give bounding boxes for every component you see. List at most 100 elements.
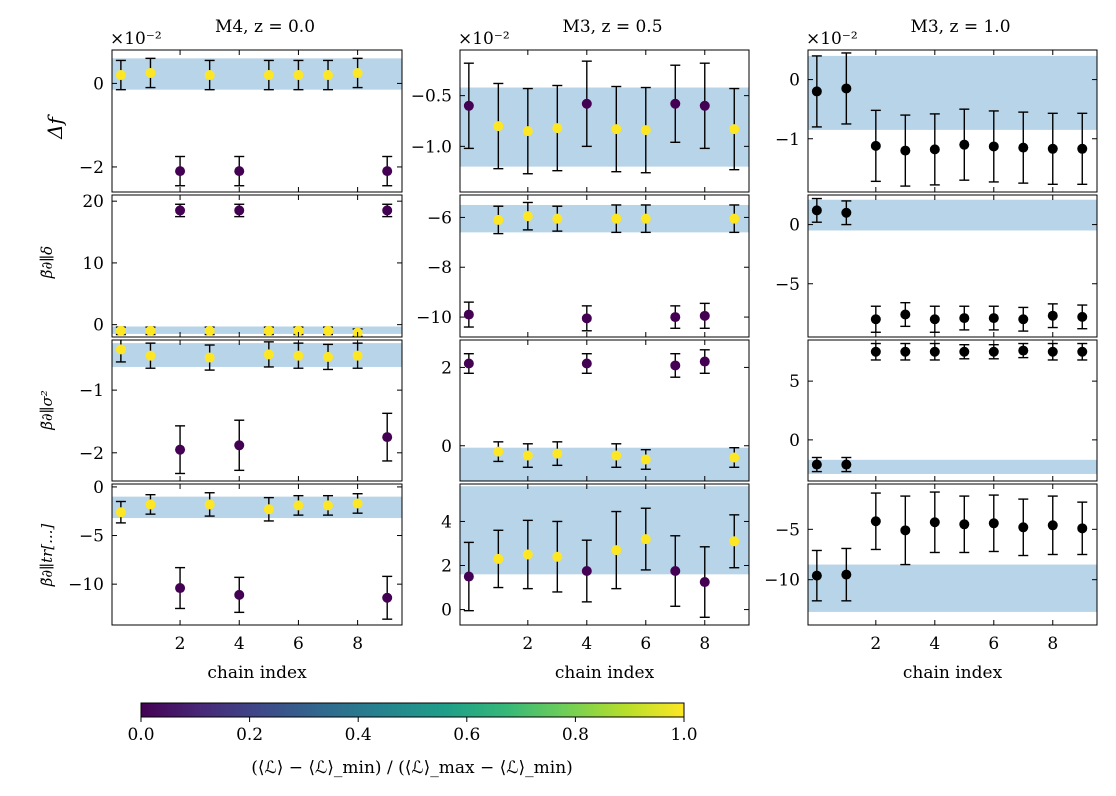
- data-point-3: [552, 213, 563, 224]
- colorbar-tick-label: 1.0: [670, 725, 697, 745]
- data-point-4: [234, 589, 245, 600]
- data-points: [115, 57, 393, 187]
- data-point-7: [323, 70, 334, 81]
- data-point-0: [463, 100, 474, 111]
- data-point-6: [640, 213, 651, 224]
- data-point-4: [929, 314, 940, 325]
- data-points: [463, 60, 740, 175]
- data-point-2: [522, 211, 533, 222]
- panel-title: M3, z = 0.5: [562, 17, 662, 37]
- y-tick-label: 0: [789, 431, 800, 451]
- y-tick-label: 0: [441, 437, 452, 457]
- axes-frame: [111, 483, 403, 626]
- panel-r0-c2: 0 −1 M3, z = 1.0 ×10⁻²: [775, 17, 1098, 193]
- confidence-band: [808, 199, 1097, 231]
- row-label-delta-f: Δf: [43, 113, 67, 139]
- data-point-8: [1047, 143, 1058, 154]
- data-point-2: [870, 516, 881, 527]
- data-point-0: [811, 570, 822, 581]
- data-point-3: [204, 325, 215, 336]
- data-point-9: [1077, 346, 1088, 357]
- data-point-2: [522, 450, 533, 461]
- data-point-2: [870, 140, 881, 151]
- panel-r3-c0: 2 4 6 8 0 −5 −10 chain index: [68, 478, 403, 683]
- y-tick-label: −0.5: [411, 87, 452, 107]
- colorbar-tick-label: 0.6: [453, 725, 480, 745]
- data-point-6: [640, 534, 651, 545]
- data-point-8: [699, 100, 710, 111]
- data-point-1: [145, 67, 156, 78]
- axes-frame: [807, 194, 1098, 338]
- data-point-0: [811, 86, 822, 97]
- colorbar-gradient: [140, 702, 685, 718]
- data-point-3: [552, 551, 563, 562]
- y-tick-label: 4: [441, 512, 452, 532]
- confidence-band: [460, 204, 749, 233]
- data-point-0: [115, 325, 126, 336]
- data-points: [811, 342, 1088, 473]
- data-point-9: [382, 166, 393, 177]
- y-tick-label: −10: [68, 575, 104, 595]
- row-label-beta-tr: β̃∂∥tr[...]: [38, 524, 56, 588]
- colorbar-label: (⟨ℒ⟩ − ⟨ℒ⟩_min) / (⟨ℒ⟩_max − ⟨ℒ⟩_min): [251, 758, 573, 778]
- scale-factor-label: ×10⁻²: [458, 29, 510, 49]
- data-point-7: [1018, 522, 1029, 533]
- colorbar-tick-label: 0.8: [562, 725, 589, 745]
- data-point-0: [115, 507, 126, 518]
- y-tick-label: −1: [775, 130, 800, 150]
- data-point-3: [900, 309, 911, 320]
- data-point-1: [841, 459, 852, 470]
- y-tick-label: 10: [82, 254, 104, 274]
- panel-r3-c2: 2 4 6 8 −5 −10 chain index: [764, 483, 1098, 683]
- data-point-1: [145, 499, 156, 510]
- data-point-8: [1047, 346, 1058, 357]
- axes-frame: [807, 49, 1098, 193]
- data-point-9: [729, 213, 740, 224]
- panel-r0-c1: −0.5 −1.0 M3, z = 0.5 ×10⁻²: [411, 17, 750, 193]
- data-point-2: [870, 346, 881, 357]
- data-point-7: [1018, 314, 1029, 325]
- axes-frame: [459, 339, 750, 482]
- y-tick-label: −10: [416, 308, 452, 328]
- y-tick-label: 0: [789, 71, 800, 91]
- data-point-1: [493, 214, 504, 225]
- data-point-5: [263, 349, 274, 360]
- x-tick-label: 4: [581, 634, 592, 654]
- y-tick-label: −2: [79, 444, 104, 464]
- colorbar: 0.0 0.2 0.4 0.6 0.8 1.0 (⟨ℒ⟩ − ⟨ℒ⟩_min) / (⟨ℒ…: [127, 702, 698, 778]
- confidence-band: [460, 87, 749, 167]
- data-point-7: [323, 500, 334, 511]
- data-point-5: [611, 124, 622, 135]
- y-tick-label: −5: [775, 275, 800, 295]
- data-point-2: [175, 166, 186, 177]
- data-point-6: [640, 454, 651, 465]
- data-point-1: [841, 569, 852, 580]
- y-tick-label: 2: [441, 557, 452, 577]
- data-points: [811, 491, 1088, 602]
- data-point-5: [959, 346, 970, 357]
- data-point-4: [581, 313, 592, 324]
- panel-title: M4, z = 0.0: [215, 17, 315, 37]
- row-label-beta-delta: β̃∂∥δ: [38, 246, 56, 279]
- data-point-4: [929, 144, 940, 155]
- axes-frame: [807, 483, 1098, 626]
- data-point-4: [929, 346, 940, 357]
- data-point-7: [323, 325, 334, 336]
- data-point-0: [811, 205, 822, 216]
- y-tick-label: 20: [82, 192, 104, 212]
- data-point-9: [382, 592, 393, 603]
- confidence-band: [808, 55, 1097, 130]
- y-tick-label: 0: [93, 316, 104, 336]
- data-point-4: [581, 358, 592, 369]
- data-point-5: [959, 139, 970, 150]
- axes-frame: [459, 194, 750, 338]
- scale-factor-label: ×10⁻²: [110, 29, 162, 49]
- data-point-5: [611, 213, 622, 224]
- data-point-6: [988, 313, 999, 324]
- x-axis-label: chain index: [903, 663, 1003, 683]
- confidence-band: [460, 486, 749, 575]
- x-tick-label: 6: [293, 634, 304, 654]
- x-tick-label: 8: [699, 634, 710, 654]
- data-point-3: [900, 525, 911, 536]
- panel-r2-c1: 20: [441, 339, 750, 482]
